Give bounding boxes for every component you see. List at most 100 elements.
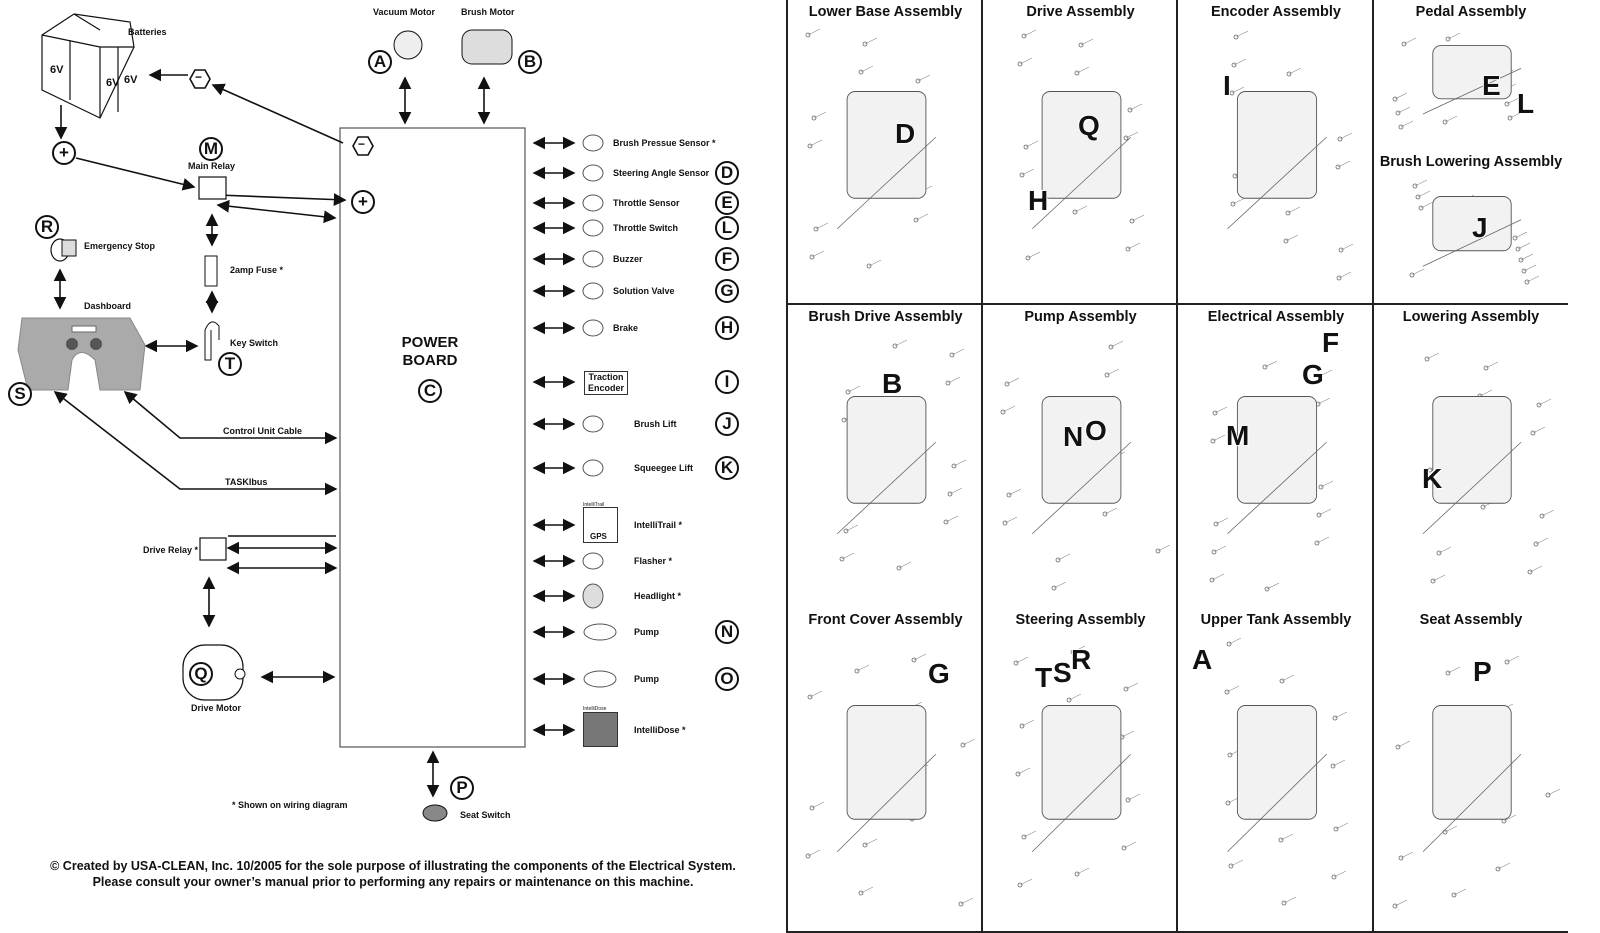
exploded-view-drawing: [1227, 30, 1354, 281]
assembly-title: Seat Assembly: [1419, 612, 1523, 628]
assembly-title: Pedal Assembly: [1415, 4, 1527, 20]
component-letter: K: [715, 456, 739, 480]
speaker-icon: [582, 250, 604, 268]
assembly-title: Drive Assembly: [1026, 4, 1135, 20]
assembly-panel: Pump Assembly N O: [981, 305, 1178, 610]
battery-plus-icon: +: [52, 141, 76, 165]
battery-minus-symbol: −: [195, 70, 203, 84]
component-label: Squeegee Lift: [634, 463, 694, 473]
intellidose-tag: IntelliDose: [583, 706, 607, 712]
component-label: Pump: [634, 674, 660, 684]
gps-icon: GPS: [583, 507, 618, 543]
component-label: Steering Angle Sensor: [613, 168, 710, 178]
assembly-panel: Seat Assembly P: [1372, 608, 1568, 933]
exploded-view-drawing: [1392, 32, 1523, 130]
assembly-letter: T: [1035, 662, 1053, 693]
letter-s: S: [8, 382, 32, 406]
drive-relay-label: Drive Relay *: [143, 545, 199, 555]
fuse-label: 2amp Fuse *: [230, 265, 284, 275]
fuse-drawing: [204, 255, 218, 287]
exploded-view-drawing: [805, 653, 976, 907]
component-letter: F: [715, 247, 739, 271]
component-letter: L: [715, 216, 739, 240]
valve-icon: [582, 282, 604, 300]
drive-relay-drawing: [199, 537, 227, 561]
control-unit-cable-label: Control Unit Cable: [223, 426, 302, 436]
assembly-letter: R: [1071, 644, 1092, 675]
footer-line2: Please consult your owner’s manual prior…: [92, 875, 694, 889]
assembly-letter: L: [1517, 88, 1535, 119]
assembly-letter: P: [1473, 656, 1492, 687]
assembly-panel: Electrical Assembly F G M: [1176, 305, 1374, 610]
main-relay-drawing: [198, 176, 227, 200]
exploded-view-drawing: [1409, 179, 1540, 285]
sensor-icon: [582, 164, 604, 182]
component-letter: I: [715, 370, 739, 394]
assembly-letter: O: [1085, 415, 1107, 446]
assembly-panel: Brush Lowering Assembly J: [1372, 150, 1568, 305]
assembly-title: Electrical Assembly: [1207, 309, 1345, 325]
wiring-lines: [17, 13, 617, 822]
component-letter: D: [715, 161, 739, 185]
assembly-panel: Pedal Assembly E L: [1372, 0, 1568, 152]
assembly-letter: M: [1226, 420, 1250, 451]
board-minus-icon: [352, 136, 374, 156]
exploded-view-drawing: [1017, 29, 1145, 261]
exploded-view-drawing: [1422, 352, 1555, 584]
brush-motor-drawing: [461, 29, 513, 65]
intellitrail-tag: IntelliTrail: [583, 502, 605, 508]
exploded-view-drawing: [1209, 360, 1334, 592]
beacon-icon: [582, 552, 604, 570]
pump-icon: [583, 623, 617, 641]
assembly-letter: Q: [1078, 110, 1100, 141]
assembly-letter: G: [928, 658, 950, 689]
assembly-title: Encoder Assembly: [1210, 4, 1341, 20]
assembly-title: Steering Assembly: [1015, 612, 1146, 628]
assembly-letter: I: [1223, 70, 1231, 101]
assembly-panel: Front Cover Assembly G: [786, 608, 983, 933]
component-label: Pump: [634, 627, 660, 637]
assembly-letter: E: [1482, 70, 1501, 101]
component-letter: H: [715, 316, 739, 340]
letter-q: Q: [189, 662, 213, 686]
lamp-icon: [582, 583, 604, 609]
power-board-line1: POWER: [401, 334, 459, 351]
assembly-panel: Lower Base Assembly D: [786, 0, 983, 305]
battery-cell-label: 6V: [50, 64, 64, 76]
exploded-view-drawing: [805, 28, 937, 269]
letter-t: T: [218, 352, 242, 376]
assembly-panel: Lowering Assembly K: [1372, 305, 1568, 610]
gps-tag: GPS: [590, 532, 607, 541]
battery-cell-label: 6V: [124, 74, 138, 86]
exploded-view-drawing: [1013, 645, 1141, 888]
assembly-letter: K: [1422, 463, 1443, 494]
traction-encoder-line1: Traction: [588, 372, 624, 382]
component-letter: J: [715, 412, 739, 436]
assembly-panel: Steering Assembly T S R: [981, 608, 1178, 933]
assembly-letter: S: [1053, 657, 1072, 688]
assembly-letter: A: [1192, 644, 1213, 675]
wiring-note: * Shown on wiring diagram: [232, 800, 348, 810]
component-label: Brush Pressue Sensor *: [613, 138, 716, 148]
dashboard-drawing: [17, 317, 146, 391]
letter-b: B: [518, 50, 542, 74]
assembly-title: Lower Base Assembly: [808, 4, 963, 20]
sensor-icon: [582, 134, 604, 152]
board-plus-icon: +: [351, 190, 375, 214]
vacuum-motor-drawing: [393, 30, 423, 60]
switch-icon: [582, 219, 604, 237]
sensor-icon: [582, 194, 604, 212]
component-letter: G: [715, 279, 739, 303]
power-board-line2: BOARD: [402, 352, 458, 369]
letter-m: M: [199, 137, 223, 161]
assembly-title: Upper Tank Assembly: [1200, 612, 1352, 628]
brush-motor-label: Brush Motor: [461, 7, 515, 17]
wiring-diagram: Batteries 6V 6V 6V − + Vacuum Motor A Br…: [0, 0, 786, 933]
component-label: IntelliDose *: [634, 725, 686, 735]
assembly-letter: D: [895, 118, 916, 149]
assembly-title: Brush Drive Assembly: [808, 309, 963, 325]
traction-encoder-line2: Encoder: [587, 383, 624, 393]
actuator-icon: [582, 459, 604, 477]
component-label: Brush Lift: [634, 419, 677, 429]
component-label: Flasher *: [634, 556, 673, 566]
